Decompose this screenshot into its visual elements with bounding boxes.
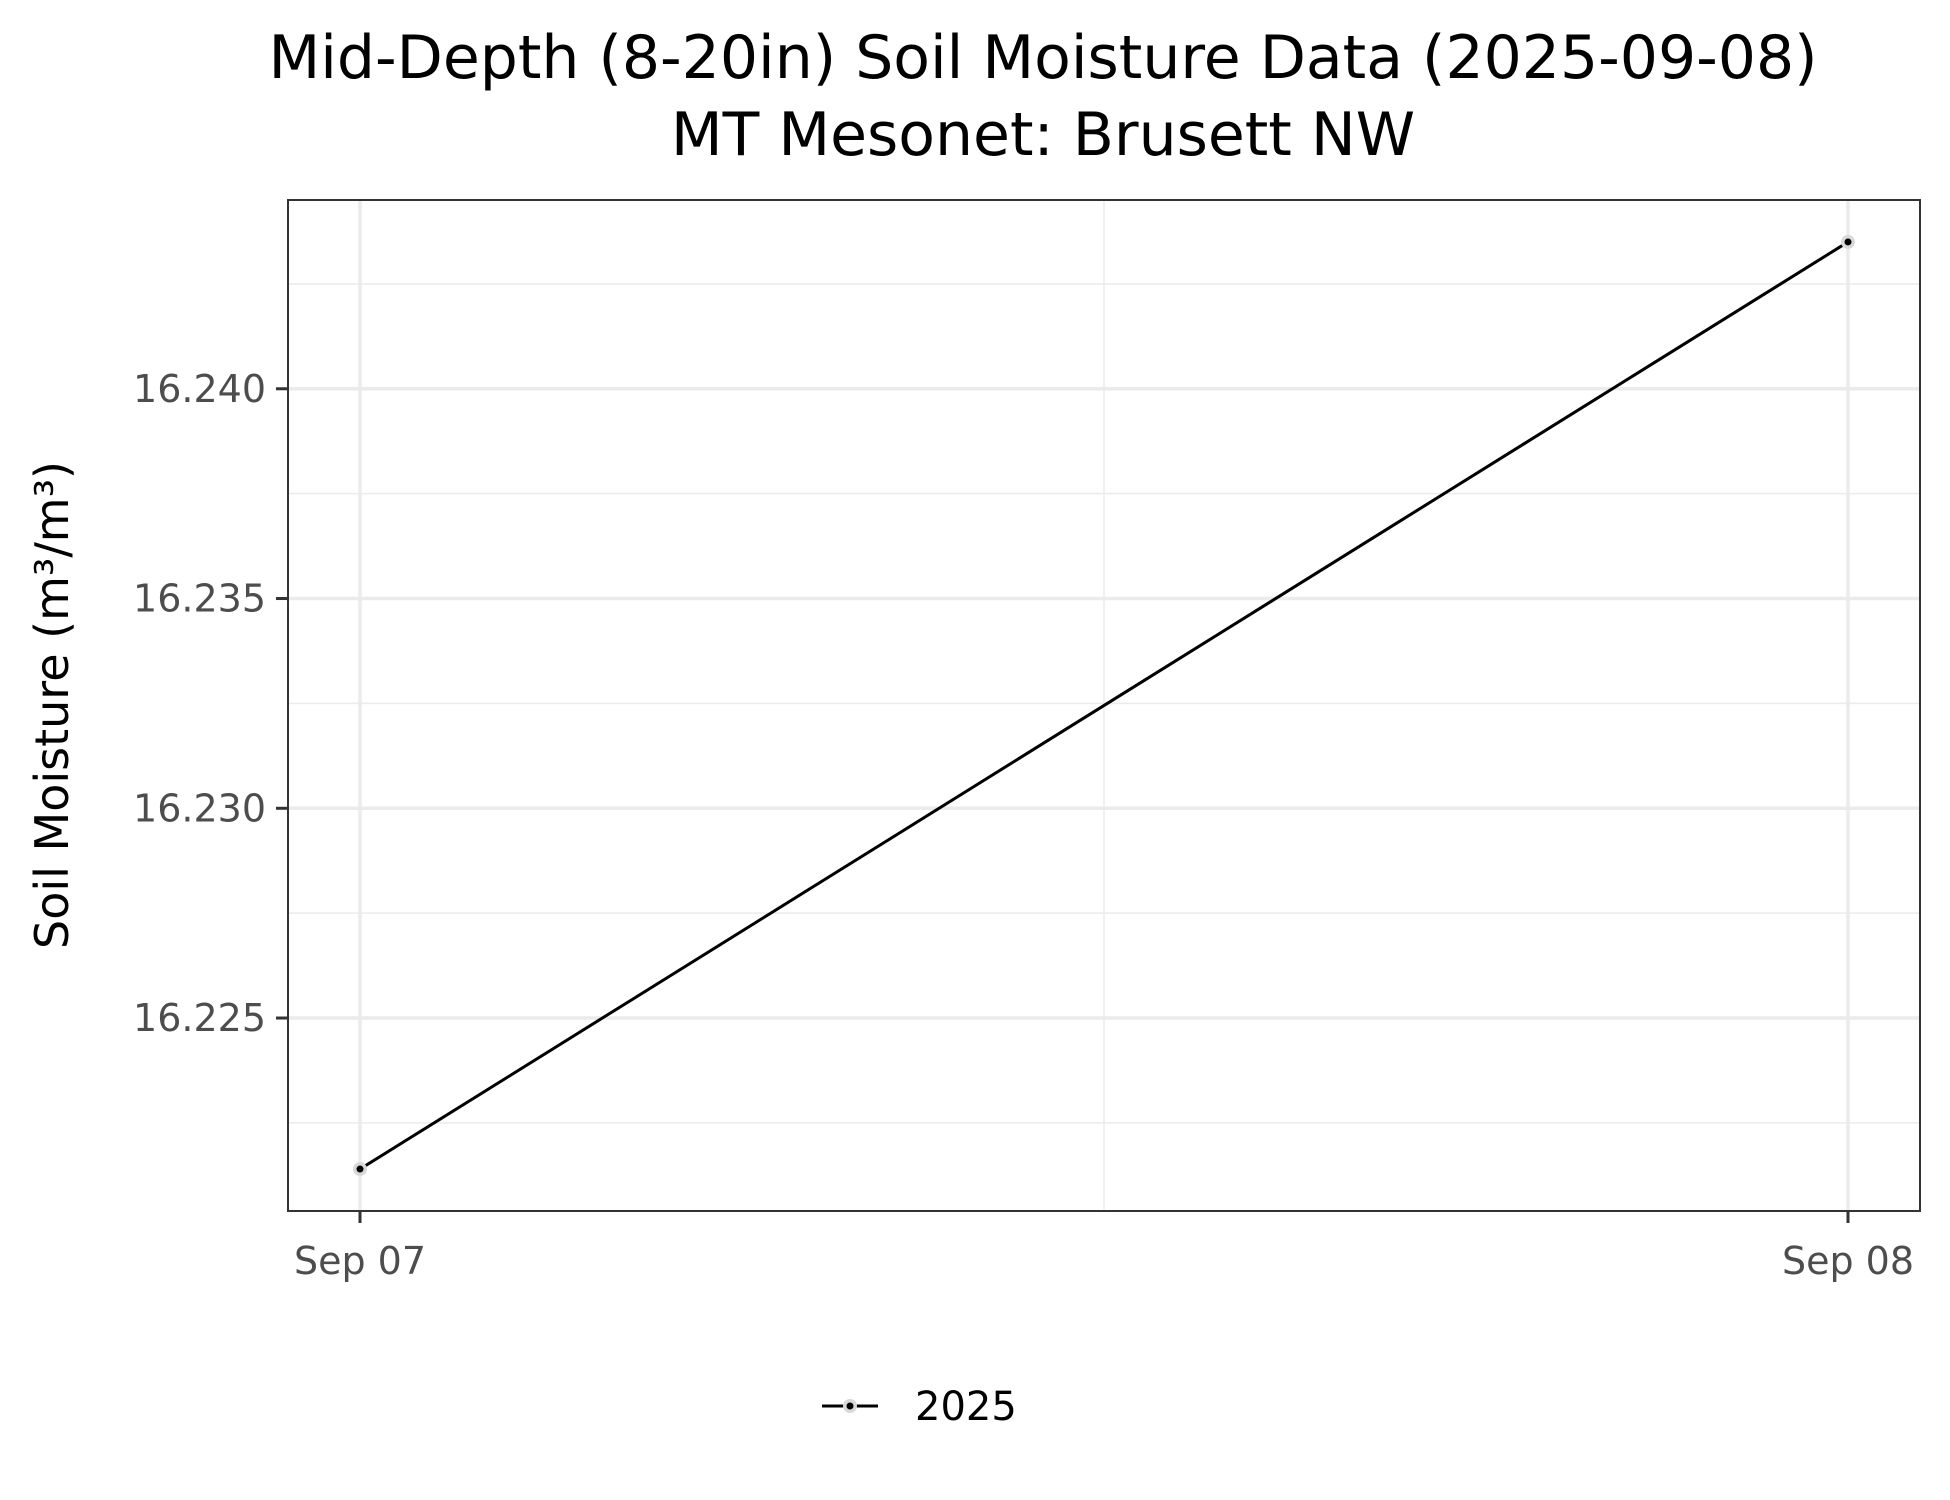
x-tick-label: Sep 08 (1782, 1239, 1914, 1283)
x-axis: Sep 07 Sep 08 (294, 1211, 1914, 1283)
data-point (356, 1165, 364, 1173)
plot-border (287, 199, 1921, 1212)
legend: 2025 (822, 1384, 1017, 1430)
x-tick-label: Sep 07 (294, 1239, 426, 1283)
y-axis: 16.225 16.230 16.235 16.240 (133, 367, 288, 1040)
plot-panel (287, 199, 1921, 1212)
y-tick-label: 16.230 (133, 786, 266, 830)
legend-label: 2025 (915, 1384, 1017, 1430)
y-tick-label: 16.225 (133, 996, 266, 1040)
y-tick-label: 16.240 (133, 367, 266, 411)
chart-subtitle: MT Mesonet: Brusett NW (671, 100, 1415, 170)
series-layer (353, 234, 1855, 1177)
grid-major (288, 200, 1920, 1211)
legend-key-point-inner (846, 1402, 854, 1410)
data-point (1844, 238, 1852, 246)
series-line (359, 240, 1849, 1171)
y-axis-title: Soil Moisture (m³/m³) (25, 461, 79, 949)
chart-title: Mid-Depth (8-20in) Soil Moisture Data (2… (268, 23, 1817, 93)
y-tick-label: 16.235 (133, 577, 266, 621)
